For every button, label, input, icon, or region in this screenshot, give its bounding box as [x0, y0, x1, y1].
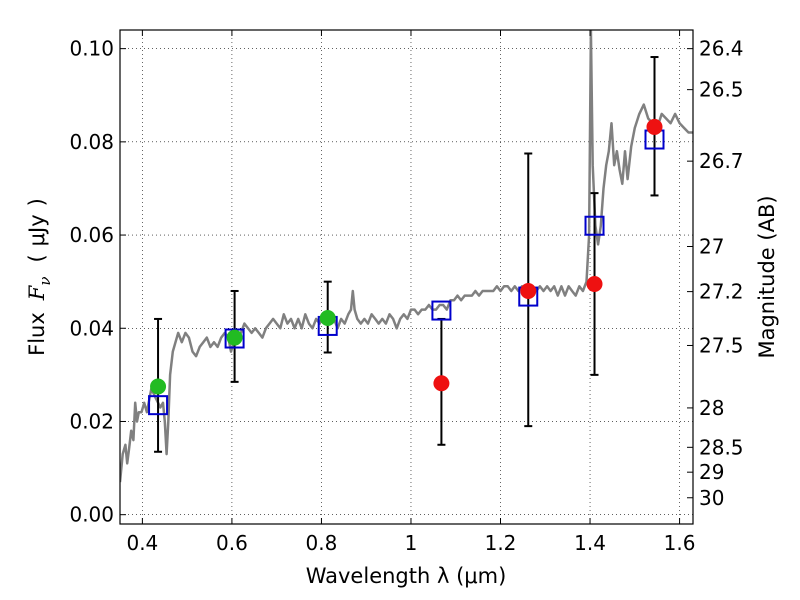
magnitude-tick-label: 26.5: [699, 78, 744, 102]
y-axis-label-f: F: [25, 284, 49, 301]
magnitude-tick-label: 30: [699, 486, 724, 510]
x-tick-label: 0.8: [306, 531, 338, 555]
model-square-marker: [584, 215, 605, 236]
photometry-point: [433, 375, 450, 392]
y-axis-label: Flux Fν ( μJy): [25, 198, 54, 356]
photometry-point: [520, 282, 537, 299]
sed-model-layer: [120, 30, 693, 483]
magnitude-tick-label: 27.2: [699, 280, 744, 304]
sed-model-line: [120, 30, 693, 483]
magnitude-tick-label: 29: [699, 460, 724, 484]
x-tick-label: 1.2: [485, 531, 517, 555]
y2-axis-label: Magnitude (AB): [755, 195, 779, 358]
x-tick-label: 0.6: [216, 531, 248, 555]
y-tick-label: 0.10: [69, 37, 114, 61]
model-square-marker: [148, 395, 169, 416]
plot-background: [120, 30, 693, 524]
x-axis-ticks: 0.4 0.6 0.8 1 1.2 1.4 1.6: [126, 30, 695, 555]
marker-layer: [148, 118, 665, 416]
photometry-point: [586, 275, 603, 292]
photometry-point: [646, 118, 663, 135]
y-axis-label-unit: μJy: [25, 214, 49, 246]
y-axis-ticks: 0.00 0.02 0.04 0.06 0.08 0.10: [69, 37, 126, 527]
magnitude-tick-label: 28.5: [699, 435, 744, 459]
plot-frame: [119, 29, 694, 525]
y-tick-label: 0.06: [69, 223, 114, 247]
y-tick-label: 0.08: [69, 130, 114, 154]
y-axis-label-nu: ν: [36, 277, 54, 286]
model-square-marker: [224, 328, 245, 349]
photometry-point: [150, 378, 167, 395]
x-axis-label: Wavelength λ (μm): [306, 564, 507, 588]
y-tick-label: 0.00: [69, 503, 114, 527]
photometry-point: [319, 310, 336, 327]
magnitude-tick-label: 26.7: [699, 149, 744, 173]
y-axis-label-open-paren: (: [25, 254, 49, 262]
magnitude-tick-label: 27.5: [699, 333, 744, 357]
magnitude-tick-label: 28: [699, 396, 724, 420]
y-tick-label: 0.04: [69, 316, 114, 340]
y-tick-label: 0.02: [69, 409, 114, 433]
y-axis-label-flux: Flux: [25, 312, 49, 356]
x-tick-label: 1: [405, 531, 418, 555]
magnitude-tick-label: 26.4: [699, 37, 744, 61]
x-tick-label: 0.4: [126, 531, 158, 555]
y-axis-label-close-paren: ): [25, 198, 49, 206]
x-tick-label: 1.6: [664, 531, 696, 555]
model-square-marker: [431, 300, 452, 321]
photometry-point: [226, 329, 243, 346]
x-tick-label: 1.4: [574, 531, 606, 555]
magnitude-tick-label: 27: [699, 235, 724, 259]
